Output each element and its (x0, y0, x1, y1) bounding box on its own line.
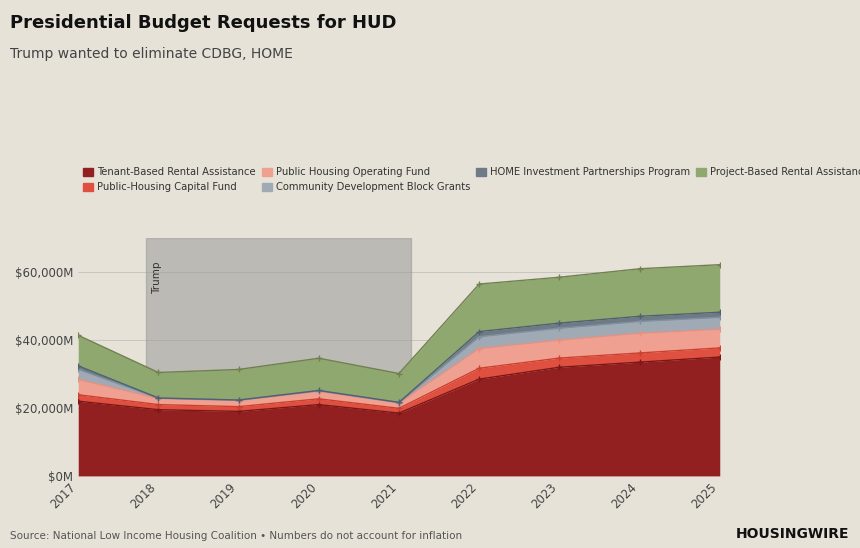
Bar (146, 238, 411, 476)
Legend: Tenant-Based Rental Assistance, Public-Housing Capital Fund, Public Housing Oper: Tenant-Based Rental Assistance, Public-H… (83, 167, 860, 192)
Text: Source: National Low Income Housing Coalition • Numbers do not account for infla: Source: National Low Income Housing Coal… (10, 532, 463, 541)
Text: Presidential Budget Requests for HUD: Presidential Budget Requests for HUD (10, 14, 396, 32)
Text: HOUSINGWIRE: HOUSINGWIRE (736, 527, 850, 541)
Text: Trump wanted to eliminate CDBG, HOME: Trump wanted to eliminate CDBG, HOME (10, 47, 293, 61)
Text: Trump: Trump (152, 262, 162, 294)
